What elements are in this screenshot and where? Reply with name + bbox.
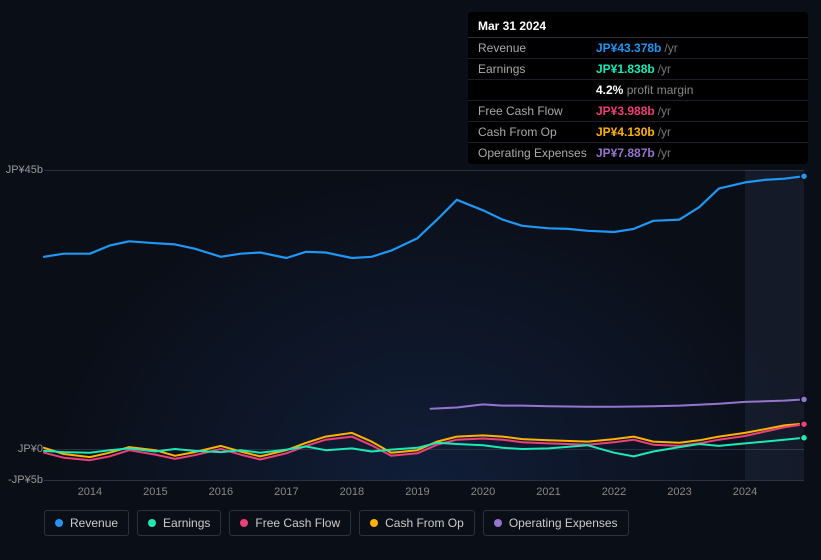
x-axis-label: 2015 [143, 486, 167, 498]
gridline [44, 480, 804, 481]
y-axis-label: -JP¥5b [8, 474, 43, 486]
y-axis-label: JP¥0 [18, 443, 43, 455]
tooltip-row-value: JP¥43.378b [596, 41, 661, 55]
x-axis-label: 2020 [471, 486, 495, 498]
chart-end-marker [801, 421, 808, 428]
tooltip-row-label: Earnings [478, 62, 596, 76]
legend-item[interactable]: Revenue [44, 510, 129, 536]
tooltip-row: RevenueJP¥43.378b/yr [468, 38, 808, 59]
tooltip-row-label: Operating Expenses [478, 146, 596, 160]
chart-line [431, 399, 804, 408]
tooltip-row-label: Cash From Op [478, 125, 596, 139]
legend-swatch [240, 519, 248, 527]
x-axis-label: 2014 [78, 486, 102, 498]
financials-chart[interactable]: JP¥45bJP¥0-JP¥5b 20142015201620172018201… [16, 160, 806, 520]
tooltip-row-suffix: /yr [658, 62, 671, 76]
chart-lines [44, 170, 804, 480]
x-axis-label: 2018 [340, 486, 364, 498]
tooltip-row-value: JP¥3.988b [596, 104, 655, 118]
x-axis-label: 2019 [405, 486, 429, 498]
x-axis-label: 2021 [536, 486, 560, 498]
x-axis-label: 2016 [209, 486, 233, 498]
tooltip-row-value: JP¥1.838b [596, 62, 655, 76]
chart-end-marker [801, 173, 808, 180]
tooltip-row-value: JP¥4.130b [596, 125, 655, 139]
legend-label: Cash From Op [385, 516, 464, 530]
x-axis-label: 2022 [602, 486, 626, 498]
chart-tooltip: Mar 31 2024 RevenueJP¥43.378b/yrEarnings… [468, 12, 808, 164]
legend-item[interactable]: Cash From Op [359, 510, 475, 536]
tooltip-row: Cash From OpJP¥4.130b/yr [468, 122, 808, 143]
tooltip-row-label: Free Cash Flow [478, 104, 596, 118]
tooltip-meta-value: 4.2% [596, 83, 623, 97]
chart-plot-area[interactable] [44, 170, 804, 480]
tooltip-row-label: Revenue [478, 41, 596, 55]
chart-line [44, 176, 804, 258]
chart-legend: Revenue Earnings Free Cash Flow Cash From O… [44, 510, 629, 536]
tooltip-row: Operating ExpensesJP¥7.887b/yr [468, 143, 808, 163]
legend-label: Earnings [163, 516, 210, 530]
legend-label: Revenue [70, 516, 118, 530]
legend-item[interactable]: Operating Expenses [483, 510, 629, 536]
legend-swatch [55, 519, 63, 527]
tooltip-row-suffix: /yr [658, 104, 671, 118]
chart-end-marker [801, 434, 808, 441]
tooltip-row-value: JP¥7.887b [596, 146, 655, 160]
tooltip-row-suffix: /yr [658, 125, 671, 139]
legend-swatch [148, 519, 156, 527]
chart-end-marker [801, 396, 808, 403]
legend-label: Free Cash Flow [255, 516, 340, 530]
tooltip-row-suffix: /yr [664, 41, 677, 55]
y-axis-label: JP¥45b [6, 164, 43, 176]
legend-swatch [370, 519, 378, 527]
tooltip-row-suffix: /yr [658, 146, 671, 160]
x-axis-label: 2023 [667, 486, 691, 498]
x-axis-label: 2017 [274, 486, 298, 498]
legend-label: Operating Expenses [509, 516, 618, 530]
legend-item[interactable]: Earnings [137, 510, 221, 536]
tooltip-row: EarningsJP¥1.838b/yr [468, 59, 808, 80]
legend-swatch [494, 519, 502, 527]
x-axis-label: 2024 [733, 486, 757, 498]
tooltip-meta-label: profit margin [623, 83, 693, 97]
legend-item[interactable]: Free Cash Flow [229, 510, 351, 536]
tooltip-date: Mar 31 2024 [468, 13, 808, 38]
tooltip-meta-row: 4.2% profit margin [468, 80, 808, 101]
tooltip-row: Free Cash FlowJP¥3.988b/yr [468, 101, 808, 122]
